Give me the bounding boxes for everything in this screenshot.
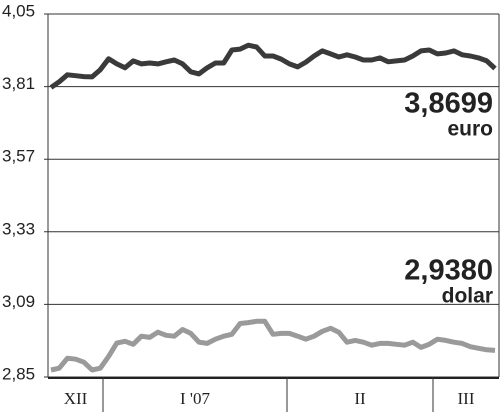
y-tick-label: 4,05 <box>2 1 35 20</box>
line-series <box>49 42 497 90</box>
y-tick-label: 3,57 <box>2 147 35 166</box>
y-tick-label: 3,33 <box>2 219 35 238</box>
y-tick-label: 3,09 <box>2 292 35 311</box>
x-tick-label: II <box>354 389 366 408</box>
line-series <box>50 318 496 373</box>
x-tick-label: XII <box>64 389 88 408</box>
y-tick-label: 3,81 <box>2 74 35 93</box>
y-tick-label: 2,85 <box>2 364 35 383</box>
x-tick-label: III <box>458 389 475 408</box>
series-name: dolar <box>442 285 493 308</box>
x-tick-label: I '07 <box>180 389 210 408</box>
series-name: euro <box>447 118 493 141</box>
value-label: 3,8699 <box>404 88 493 120</box>
value-label: 2,9380 <box>404 255 493 287</box>
